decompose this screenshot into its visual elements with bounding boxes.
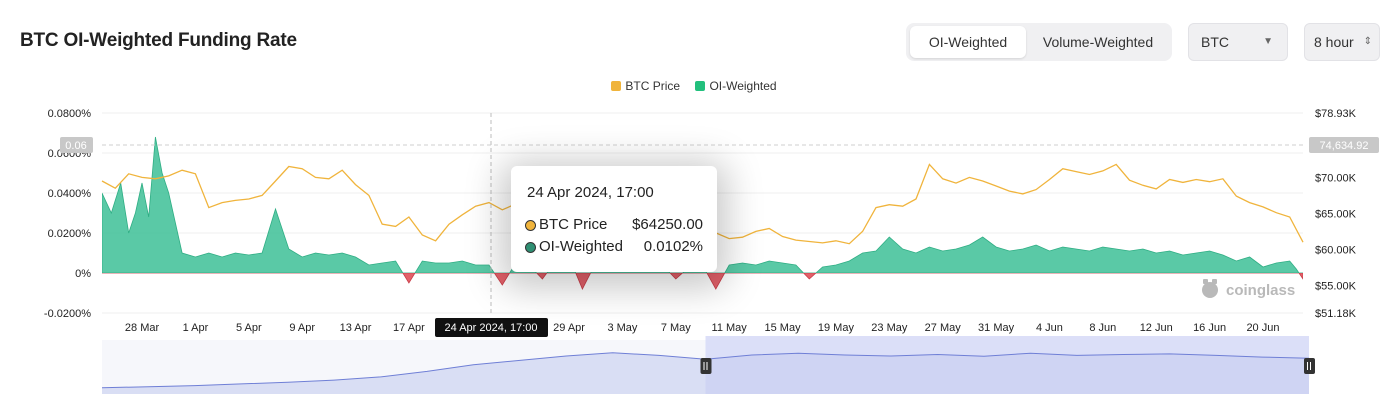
- svg-text:coinglass: coinglass: [1226, 282, 1295, 299]
- x-tick-label: 23 May: [871, 322, 908, 334]
- x-tick-label: 16 Jun: [1193, 322, 1226, 334]
- tooltip-name-price: BTC Price: [539, 216, 608, 233]
- axes: 0.0800%0.0600%0.0400%0.0200%0%-0.0200%$7…: [44, 108, 1357, 334]
- coin-select[interactable]: BTC ▼: [1188, 23, 1288, 61]
- x-tick-label: 3 May: [607, 322, 637, 334]
- tab-volume-weighted[interactable]: Volume-Weighted: [1042, 34, 1154, 50]
- x-tick-label: 27 May: [925, 322, 962, 334]
- x-tick-label: 17 Apr: [393, 322, 425, 334]
- x-tick-label: 20 Jun: [1246, 322, 1279, 334]
- y-left-tick-label: 0.0400%: [48, 188, 92, 200]
- y-right-tick-label: $65.00K: [1315, 208, 1357, 220]
- x-tick-label: 7 May: [661, 322, 691, 334]
- coinglass-logo-icon: [1202, 279, 1218, 298]
- legend-item-price[interactable]: BTC Price: [611, 79, 680, 93]
- tooltip-dot-oi: [525, 242, 536, 253]
- legend-item-oi[interactable]: OI-Weighted: [695, 79, 777, 93]
- x-tick-label: 9 Apr: [289, 322, 315, 334]
- y-left-tick-label: -0.0200%: [44, 308, 91, 320]
- crosshair-left-label: 0.06: [65, 140, 86, 152]
- tooltip-row-oi: OI-Weighted 0.0102%: [525, 238, 703, 258]
- range-navigator: [101, 336, 1315, 394]
- coin-select-value: BTC: [1201, 34, 1229, 50]
- y-right-tick-label: $51.18K: [1315, 308, 1357, 320]
- legend-swatch-oi: [695, 81, 706, 91]
- x-tick-label: 12 Jun: [1140, 322, 1173, 334]
- interval-select-value: 8 hour: [1314, 34, 1354, 50]
- crosshair: 0.06 74,634.92 24 Apr 2024, 17:00: [60, 113, 1379, 337]
- crosshair-right-label-bg: [1309, 137, 1379, 153]
- x-tick-label: 11 May: [712, 322, 748, 334]
- tooltip-row-price: BTC Price $64250.00: [525, 216, 703, 236]
- chart-tooltip: 24 Apr 2024, 17:00 BTC Price $64250.00 O…: [511, 166, 717, 272]
- oi-weighted-series: [102, 136, 1303, 290]
- page-title: BTC OI-Weighted Funding Rate: [20, 30, 297, 51]
- x-tick-label: 5 Apr: [236, 322, 262, 334]
- y-right-tick-label: $55.00K: [1315, 280, 1357, 292]
- x-tick-label: 29 Apr: [553, 322, 585, 334]
- y-right-tick-label: $78.93K: [1315, 108, 1357, 120]
- chart-legend: BTC Price OI-Weighted: [0, 79, 1388, 93]
- navigator-right-handle[interactable]: [1304, 358, 1315, 374]
- y-right-tick-label: $70.00K: [1315, 172, 1357, 184]
- tab-oi-weighted[interactable]: OI-Weighted: [910, 26, 1026, 58]
- caret-down-icon: ▼: [1263, 36, 1273, 47]
- legend-label-oi: OI-Weighted: [709, 79, 777, 93]
- x-tick-label: 15 May: [765, 322, 802, 334]
- coinglass-watermark: coinglass: [1202, 279, 1295, 299]
- crosshair-left-label-bg: [60, 137, 93, 153]
- crosshair-date-label-bg: [435, 318, 548, 337]
- y-left-tick-label: 0.0200%: [48, 228, 92, 240]
- navigator-left-handle[interactable]: [700, 358, 712, 374]
- oi-weighted-area-positive: [102, 136, 1303, 273]
- crosshair-date-label: 24 Apr 2024, 17:00: [445, 322, 538, 334]
- tooltip-time: 24 Apr 2024, 17:00: [527, 184, 654, 201]
- tooltip-dot-price: [525, 220, 536, 231]
- x-tick-label: 1 Apr: [183, 322, 209, 334]
- up-down-caret-icon: ⇕: [1363, 36, 1372, 47]
- x-tick-label: 4 Jun: [1036, 322, 1063, 334]
- x-tick-label: 13 Apr: [340, 322, 372, 334]
- y-left-tick-label: 0.0800%: [48, 108, 92, 120]
- interval-select[interactable]: 8 hour ⇕: [1304, 23, 1380, 61]
- x-tick-label: 28 Mar: [125, 322, 160, 334]
- x-tick-label: 31 May: [978, 322, 1015, 334]
- x-tick-label: 19 May: [818, 322, 855, 334]
- weighting-toggle: OI-Weighted Volume-Weighted: [906, 23, 1172, 61]
- crosshair-right-label: 74,634.92: [1320, 140, 1369, 152]
- tooltip-value-price: $64250.00: [632, 216, 703, 233]
- legend-label-price: BTC Price: [625, 79, 681, 93]
- legend-swatch-price: [611, 81, 622, 91]
- y-left-tick-label: 0%: [75, 268, 91, 280]
- tooltip-name-oi: OI-Weighted: [539, 238, 623, 255]
- x-tick-label: 8 Jun: [1089, 322, 1116, 334]
- y-right-tick-label: $60.00K: [1315, 244, 1357, 256]
- tooltip-value-oi: 0.0102%: [643, 238, 703, 255]
